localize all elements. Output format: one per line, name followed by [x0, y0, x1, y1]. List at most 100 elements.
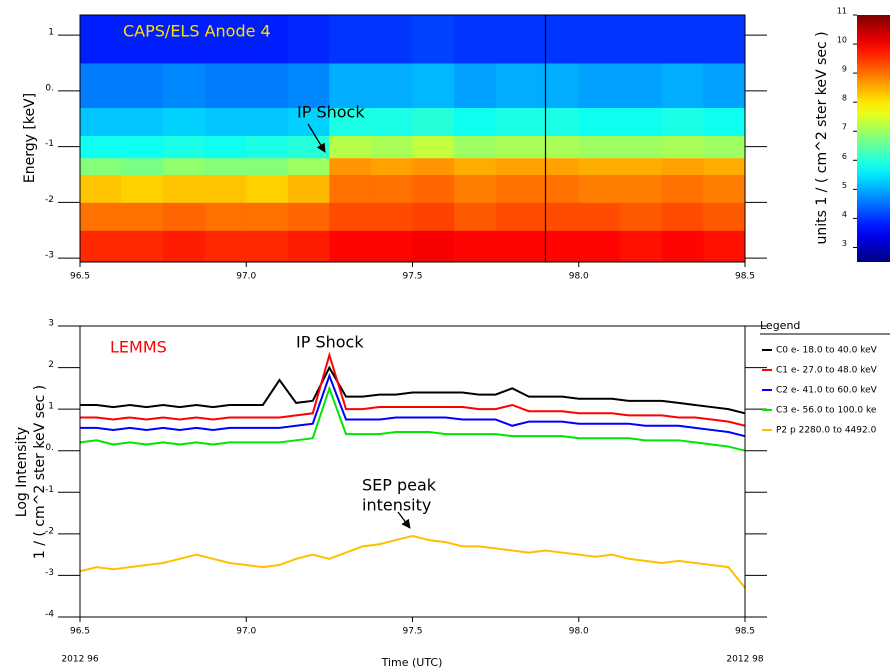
heatmap-cell	[495, 107, 538, 136]
heatmap-cell	[412, 62, 455, 109]
heatmap-cell	[495, 174, 538, 203]
heatmap-cell	[661, 174, 704, 203]
date-label: 2012 98	[726, 655, 763, 665]
y-axis-title: 1 / ( cm^2 ster keV sec )	[32, 385, 48, 559]
heatmap-cell	[204, 135, 247, 159]
heatmap-cell	[80, 174, 123, 203]
heatmap-cell	[370, 135, 413, 159]
heatmap-cell	[661, 15, 704, 64]
series-line	[79, 385, 746, 452]
heatmap-cell	[80, 202, 123, 231]
heatmap-cell	[454, 15, 497, 64]
heatmap-cell	[454, 107, 497, 136]
heatmap-cell	[370, 107, 413, 136]
y-axis-title: Energy [keV]	[22, 93, 38, 183]
heatmap-cell	[204, 230, 247, 263]
heatmap-cell	[578, 157, 621, 175]
series-line	[79, 534, 746, 589]
y-tick-label: 1	[48, 28, 54, 38]
heatmap-cell	[412, 107, 455, 136]
legend-label: C3 e- 56.0 to 100.0 ke	[776, 406, 877, 416]
heatmap-cell	[121, 62, 164, 109]
heatmap-cell	[661, 202, 704, 231]
heatmap-cell	[329, 174, 372, 203]
annotation-arrow	[397, 511, 411, 529]
heatmap-cell	[204, 157, 247, 175]
heatmap-cell	[370, 157, 413, 175]
heatmap-cell	[537, 15, 580, 64]
heatmap-cell	[537, 230, 580, 263]
heatmap-cell	[661, 157, 704, 175]
y-tick-label: -1	[45, 485, 54, 495]
x-tick-label: 98.5	[735, 272, 755, 282]
heatmap-cell	[287, 230, 330, 263]
heatmap-cell	[578, 202, 621, 231]
legend-title: Legend	[760, 319, 800, 332]
heatmap-cell	[703, 230, 746, 263]
heatmap-cell	[537, 174, 580, 203]
heatmap-cell	[246, 15, 289, 64]
legend-label: C2 e- 41.0 to 60.0 keV	[776, 386, 878, 396]
x-tick-label: 98.5	[735, 627, 755, 637]
x-tick-label: 98.0	[569, 627, 589, 637]
heatmap-cell	[370, 230, 413, 263]
heatmap-cell	[620, 107, 663, 136]
heatmap-cell	[661, 107, 704, 136]
colorbar-tick-label: 7	[842, 123, 847, 132]
heatmap-cell	[80, 15, 123, 64]
heatmap-cell	[578, 15, 621, 64]
heatmap-cell	[620, 135, 663, 159]
y-tick-label: 0.	[45, 443, 54, 453]
heatmap-cell	[246, 230, 289, 263]
spectrogram-panel: 96.5 97.0 97.5 98.0 98.5 -3 -2 -1 0. 1 3 4 5 6 7 8 9 10 11	[45, 7, 890, 282]
heatmap-cell	[620, 62, 663, 109]
annotation: intensity	[362, 496, 431, 515]
heatmap-cell	[246, 135, 289, 159]
x-axis-title: Time (UTC)	[381, 656, 443, 669]
heatmap-cell	[412, 202, 455, 231]
colorbar-tick-label: 4	[842, 210, 847, 219]
y-tick-label: 0.	[45, 83, 54, 93]
heatmap-cell	[121, 157, 164, 175]
heatmap-cell	[620, 15, 663, 64]
heatmap-cell	[121, 135, 164, 159]
heatmap-cell	[661, 135, 704, 159]
annotation: LEMMS	[110, 338, 167, 357]
heatmap-cell	[537, 62, 580, 109]
plot-frame	[79, 325, 746, 618]
heatmap-cell	[370, 15, 413, 64]
heatmap-cell	[80, 62, 123, 109]
heatmap-cell	[537, 157, 580, 175]
heatmap-cell	[703, 15, 746, 64]
heatmap-cell	[412, 230, 455, 263]
heatmap-cell	[537, 107, 580, 136]
heatmap-cell	[246, 62, 289, 109]
annotation: SEP peak	[362, 476, 437, 495]
heatmap-cell	[287, 157, 330, 175]
x-tick-label: 97.5	[402, 272, 422, 282]
heatmap-cell	[80, 107, 123, 136]
heatmap-cell	[246, 202, 289, 231]
y-tick-label: -3	[45, 251, 54, 261]
heatmap-cell	[204, 15, 247, 64]
heatmap-cell	[163, 157, 206, 175]
heatmap-cell	[204, 62, 247, 109]
colorbar-title: units 1 / ( cm^2 ster keV sec )	[814, 31, 830, 244]
x-tick-label: 97.5	[402, 627, 422, 637]
heatmap-cell	[703, 202, 746, 231]
heatmap-cell	[287, 135, 330, 159]
y-tick-label: 2	[48, 360, 54, 370]
colorbar-tick-label: 8	[842, 94, 847, 103]
x-tick-label: 97.0	[236, 272, 256, 282]
heatmap-cell	[620, 174, 663, 203]
heatmap-cell	[80, 135, 123, 159]
legend-label: C0 e- 18.0 to 40.0 keV	[776, 346, 878, 356]
x-tick-label: 96.5	[70, 272, 90, 282]
heatmap-cell	[454, 62, 497, 109]
heatmap-cell	[121, 230, 164, 263]
heatmap-cell	[163, 174, 206, 203]
date-label: 2012 96	[61, 655, 98, 665]
heatmap-cell	[329, 157, 372, 175]
heatmap-cell	[454, 157, 497, 175]
